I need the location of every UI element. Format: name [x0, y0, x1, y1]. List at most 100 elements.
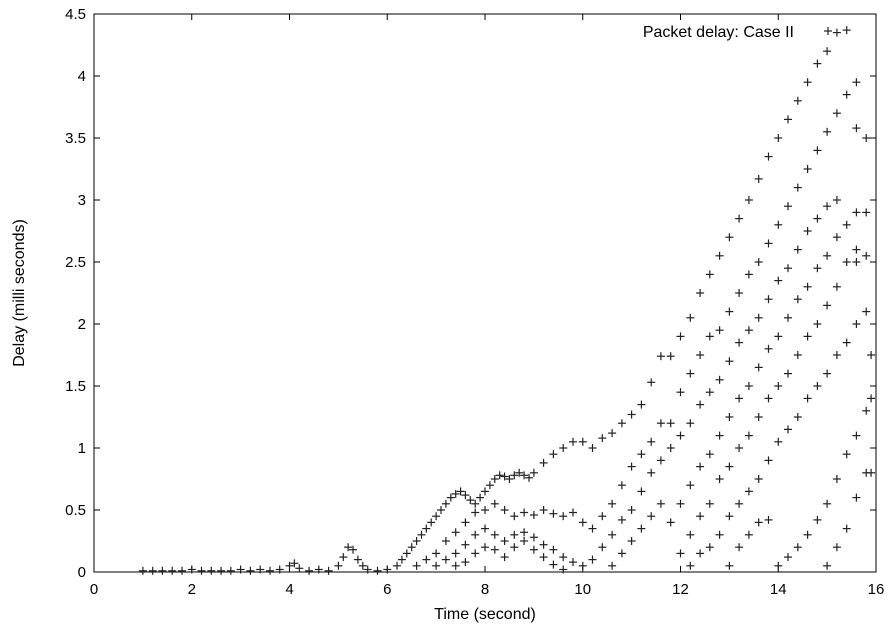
data-point: [793, 543, 802, 552]
data-point: [510, 543, 519, 552]
data-point: [549, 560, 558, 569]
data-point: [725, 233, 734, 242]
data-point: [754, 475, 763, 483]
data-point: [461, 518, 470, 527]
data-point: [862, 134, 871, 142]
data-point: [578, 518, 587, 527]
data-point: [867, 468, 876, 477]
data-point: [226, 566, 235, 575]
data-point: [803, 165, 812, 173]
data-point: [744, 431, 753, 440]
data-point: [852, 245, 861, 254]
data-point: [735, 543, 744, 552]
data-point: [432, 512, 441, 521]
data-point: [842, 90, 851, 99]
data-point: [686, 481, 695, 490]
data-point: [627, 506, 636, 514]
y-axis-title: Delay (milli seconds): [11, 219, 28, 367]
data-point: [696, 400, 705, 409]
data-point: [471, 549, 480, 558]
data-point: [275, 565, 284, 574]
data-point: [686, 530, 695, 539]
data-point: [412, 537, 421, 545]
data-point: [407, 543, 416, 552]
data-point: [495, 471, 504, 480]
data-point: [774, 276, 783, 285]
data-point: [266, 566, 274, 575]
data-point: [588, 555, 597, 564]
data-point: [862, 307, 871, 316]
data-point: [481, 543, 489, 552]
data-point: [656, 352, 665, 361]
data-point: [793, 183, 802, 192]
data-point: [744, 196, 753, 204]
data-point: [505, 475, 514, 483]
data-point: [666, 419, 675, 428]
data-point: [598, 434, 607, 443]
data-points: [138, 26, 876, 575]
data-point: [803, 394, 812, 403]
data-point: [823, 47, 832, 56]
y-tick-label: 2.5: [65, 254, 86, 271]
data-point: [608, 499, 617, 508]
data-point: [852, 258, 861, 266]
axis-ticks: [93, 13, 877, 573]
data-point: [744, 326, 753, 335]
data-point: [696, 512, 705, 521]
data-point: [490, 545, 499, 554]
data-point: [520, 508, 529, 517]
data-point: [417, 530, 426, 539]
data-point: [832, 109, 841, 118]
data-point: [823, 127, 832, 136]
data-point: [852, 78, 861, 87]
data-point: [588, 524, 597, 533]
data-point: [832, 28, 841, 37]
data-point: [608, 561, 617, 570]
data-point: [373, 566, 382, 575]
data-point: [793, 413, 802, 421]
data-point: [832, 282, 841, 291]
data-point: [774, 382, 783, 390]
x-tick-label: 14: [770, 581, 787, 598]
data-point: [656, 419, 665, 428]
data-point: [422, 555, 431, 564]
data-point: [617, 419, 626, 428]
data-point: [676, 388, 685, 397]
data-point: [290, 559, 299, 568]
data-point: [422, 524, 431, 533]
data-point: [481, 524, 489, 533]
data-point: [803, 227, 812, 235]
data-point: [676, 431, 685, 440]
data-point: [525, 473, 533, 482]
data-point: [813, 146, 822, 155]
data-point: [363, 565, 372, 574]
data-point: [549, 545, 558, 554]
data-point: [744, 487, 753, 496]
data-point: [256, 565, 265, 574]
data-point: [471, 508, 480, 517]
data-point: [715, 431, 724, 440]
data-point: [813, 320, 822, 328]
data-point: [339, 553, 348, 562]
data-point: [344, 543, 353, 552]
data-point: [490, 475, 499, 483]
data-point: [852, 208, 861, 217]
data-point: [158, 566, 167, 575]
data-point: [784, 264, 792, 273]
data-point: [178, 566, 186, 575]
data-point: [637, 400, 646, 409]
data-point: [617, 549, 626, 558]
data-point: [813, 515, 822, 524]
data-point: [867, 394, 876, 403]
data-point: [852, 320, 861, 328]
data-point: [451, 549, 460, 558]
data-point: [666, 352, 675, 361]
data-point: [510, 471, 519, 480]
data-point: [774, 134, 783, 142]
y-tick-label: 0: [78, 564, 86, 581]
data-point: [461, 540, 470, 549]
data-point: [197, 566, 206, 575]
data-point: [813, 59, 822, 68]
data-point: [529, 511, 538, 519]
